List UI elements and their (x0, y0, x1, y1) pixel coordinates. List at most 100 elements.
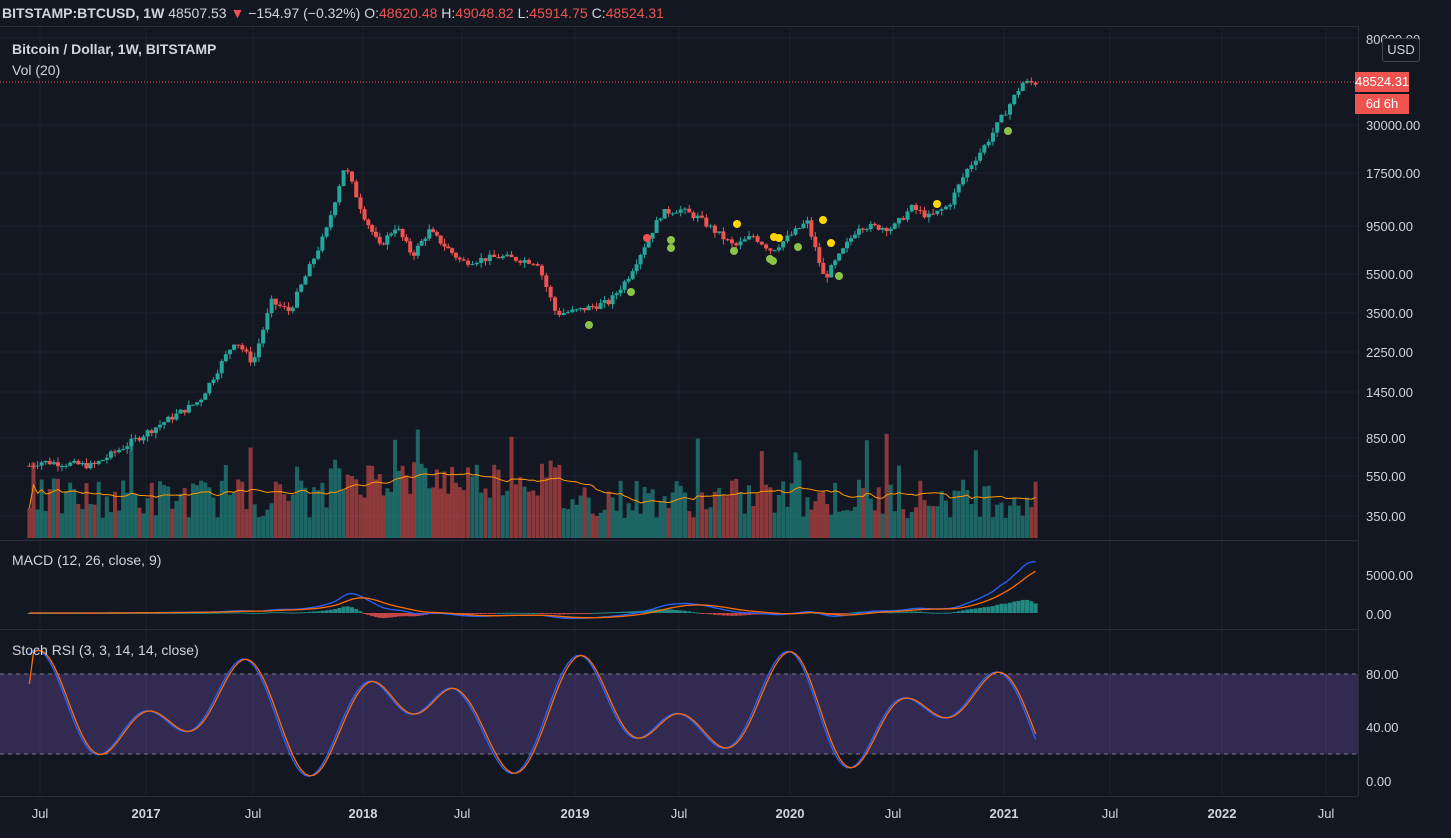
candle-body (438, 235, 443, 244)
volume-bar (557, 464, 562, 538)
stoch-legend[interactable]: Stoch RSI (3, 3, 14, 14, close) (12, 642, 199, 658)
volume-bar (956, 491, 961, 538)
candle-body (658, 218, 663, 221)
volume-bar (909, 512, 914, 538)
macd-histogram-bar (389, 613, 394, 618)
volume-bar (892, 511, 897, 538)
macd-histogram-bar (813, 612, 818, 614)
candle-body (92, 462, 97, 464)
stoch-tick: 0.00 (1366, 774, 1392, 789)
volume-bar (935, 506, 940, 538)
volume-bar (479, 492, 484, 538)
candle-body (141, 436, 146, 441)
macd-histogram-bar (400, 613, 405, 617)
candle-body (236, 344, 241, 346)
volume-bar (219, 480, 224, 538)
candle-body (801, 223, 806, 229)
macd-histogram-bar (747, 613, 752, 615)
candle-body (557, 310, 562, 316)
volume-bar (785, 506, 790, 538)
macd-histogram-bar (396, 613, 401, 617)
candle-body (470, 264, 475, 266)
macd-histogram-bar (269, 612, 274, 614)
candle-body (328, 215, 333, 228)
macd-histogram-bar (852, 612, 857, 614)
volume-bar (622, 517, 627, 538)
volume-bar (145, 498, 150, 538)
candle-body (96, 461, 101, 464)
candle-body (366, 219, 371, 226)
volume-bar (341, 489, 346, 538)
volume-bar (986, 485, 991, 538)
candle-body (884, 228, 889, 232)
panel-divider-macd[interactable] (0, 540, 1358, 541)
candle-body (248, 351, 253, 363)
candle-body (149, 430, 154, 434)
volume-bar (931, 505, 936, 538)
volume-bar (1016, 505, 1021, 538)
volume-bar (1007, 505, 1012, 538)
volume-bar (129, 443, 134, 538)
candle-body (742, 239, 747, 242)
candle-body (47, 460, 52, 465)
macd-histogram-bar (408, 613, 413, 617)
time-tick-label: Jul (244, 806, 262, 821)
macd-histogram-bar (337, 607, 342, 613)
volume-bar (522, 486, 527, 538)
candle-body (60, 465, 65, 467)
macd-histogram-bar (500, 612, 505, 614)
panel-divider-time (0, 796, 1358, 797)
volume-bar (438, 488, 443, 538)
volume-bar (389, 491, 394, 538)
candle-body (178, 409, 183, 414)
candle-body (84, 462, 89, 469)
candle-body (423, 238, 428, 241)
macd-histogram-bar (190, 612, 195, 614)
candle-body (358, 197, 363, 210)
volume-bar (995, 504, 1000, 538)
price-tick: 17500.00 (1366, 166, 1421, 181)
candle-body (108, 451, 113, 458)
volume-bar (182, 487, 187, 538)
signal-dot (794, 243, 802, 251)
volume-bar (626, 503, 631, 538)
candle-body (995, 122, 1000, 133)
panel-divider-stoch[interactable] (0, 629, 1358, 630)
volume-bar (948, 517, 953, 538)
volume-legend[interactable]: Vol (20) (12, 62, 61, 78)
currency-button[interactable]: USD (1382, 38, 1420, 62)
volume-bar (137, 507, 142, 538)
candle-body (223, 354, 228, 362)
macd-histogram-bar (174, 612, 179, 614)
symbol-name[interactable]: BITSTAMP:BTCUSD, 1W (2, 5, 165, 21)
time-tick-label: 2021 (989, 806, 1019, 821)
macd-histogram-bar (311, 611, 316, 613)
macd-histogram-bar (712, 613, 717, 615)
last-price-badge: 48524.31 (1355, 72, 1409, 92)
candle-body (117, 449, 122, 453)
volume-bar (725, 496, 730, 538)
volume-bar (943, 500, 948, 538)
macd-histogram-bar (509, 612, 514, 614)
candle-body (121, 448, 126, 450)
volume-bar (240, 481, 245, 538)
candle-body (162, 422, 167, 425)
candle-body (51, 462, 56, 465)
macd-legend[interactable]: MACD (12, 26, close, 9) (12, 552, 162, 568)
main-legend[interactable]: Bitcoin / Dollar, 1W, BITSTAMP (12, 41, 217, 57)
volume-bar (500, 495, 505, 538)
price-tick: 1450.00 (1366, 385, 1413, 400)
macd-histogram-bar (892, 612, 897, 614)
macd-histogram-bar (841, 613, 846, 614)
macd-histogram-bar (725, 613, 730, 616)
macd-histogram-bar (487, 613, 492, 614)
candle-body (734, 243, 739, 246)
close-value: 48524.31 (605, 5, 664, 21)
volume-bar (121, 480, 126, 538)
macd-histogram-bar (594, 612, 599, 614)
volume-bar (789, 483, 794, 538)
stoch-tick: 40.00 (1366, 720, 1399, 735)
candle-body (674, 212, 679, 214)
time-tick-label: 2022 (1207, 806, 1237, 821)
